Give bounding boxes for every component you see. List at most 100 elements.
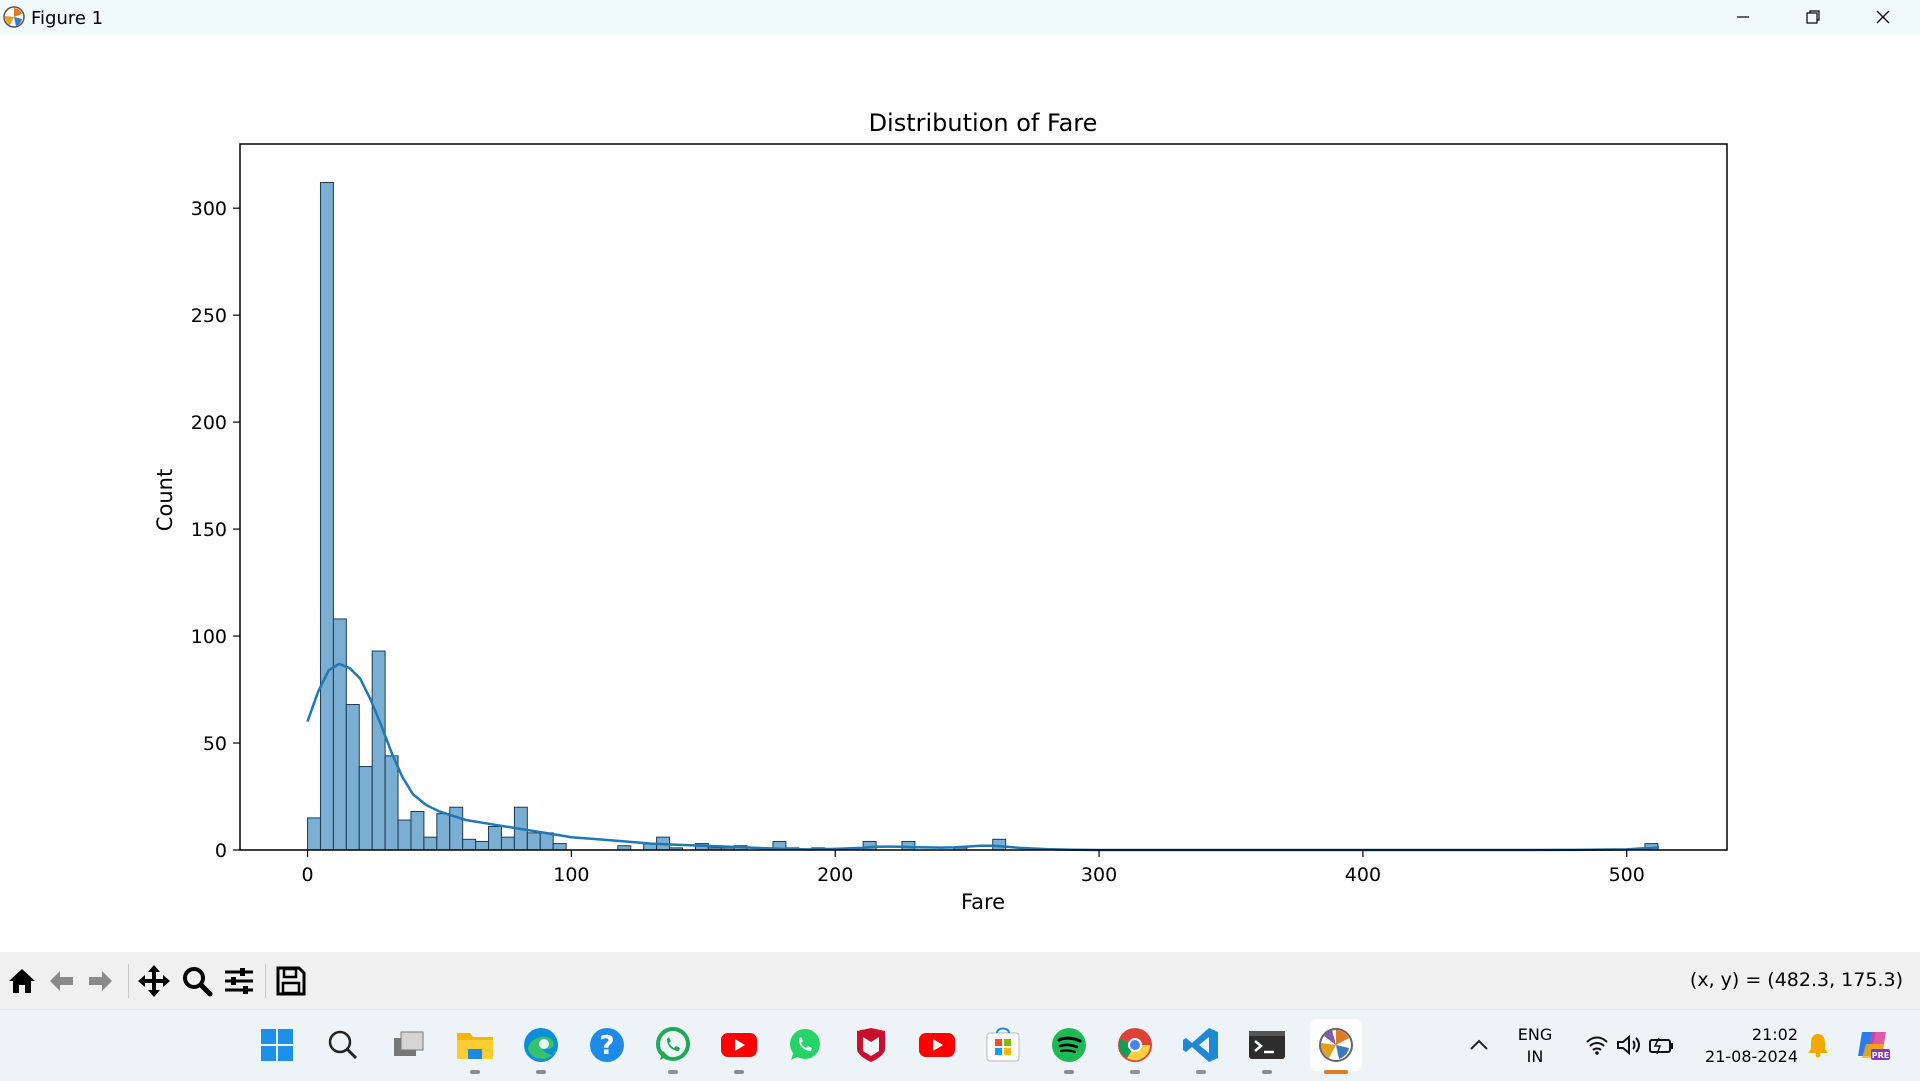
copilot-button[interactable]: PRE [1850, 1022, 1896, 1068]
histogram-bar [397, 819, 412, 851]
vscode-icon [1183, 1028, 1218, 1062]
window-titlebar: Figure 1 [0, 0, 1920, 34]
figure-canvas[interactable]: Distribution of Fare Fare Count 0 100 200 3… [0, 34, 1920, 952]
zoom-button[interactable] [178, 962, 216, 1000]
bell-icon [1808, 1034, 1828, 1058]
edge-button[interactable] [518, 1022, 564, 1074]
youtube-icon [721, 1033, 757, 1057]
y-axis-label: Count [153, 469, 177, 531]
configure-subplots-icon [225, 968, 253, 994]
clock[interactable]: 21:02 21-08-2024 [1696, 1024, 1798, 1068]
file-explorer-button[interactable] [452, 1022, 498, 1074]
edge-icon [524, 1028, 558, 1062]
histogram-bar [384, 755, 399, 851]
taskbar-search-button[interactable] [320, 1022, 366, 1068]
x-axis-ticks: 0 100 200 300 400 500 [301, 850, 1645, 886]
vscode-button[interactable] [1178, 1022, 1224, 1074]
histogram-bar [423, 836, 438, 851]
histogram-bar [371, 650, 386, 851]
windows-start-icon [261, 1029, 293, 1061]
configure-subplots-button[interactable] [220, 962, 258, 1000]
close-icon [1876, 10, 1890, 24]
forward-arrow-icon [89, 971, 112, 991]
y-tick-label: 100 [191, 626, 227, 648]
histogram-bar [475, 840, 490, 851]
pan-button[interactable] [135, 962, 173, 1000]
histogram-bar [526, 832, 541, 851]
file-explorer-icon [457, 1033, 493, 1059]
axes-frame [239, 143, 1728, 851]
task-view-button[interactable] [386, 1022, 432, 1068]
mcafee-button[interactable] [848, 1022, 894, 1068]
running-indicator [1064, 1070, 1074, 1074]
window-title: Figure 1 [31, 8, 104, 29]
close-button[interactable] [1848, 0, 1918, 34]
restore-button[interactable] [1778, 0, 1848, 34]
histogram-bar [307, 817, 321, 851]
back-button[interactable] [42, 962, 80, 1000]
youtube-button[interactable] [716, 1022, 762, 1074]
running-indicator [1130, 1070, 1140, 1074]
histogram-bar [552, 843, 567, 851]
x-tick-label: 400 [1345, 864, 1381, 886]
terminal-button[interactable] [1244, 1022, 1290, 1074]
y-tick-label: 200 [191, 412, 227, 434]
chrome-button[interactable] [1112, 1022, 1158, 1074]
whatsapp-button[interactable] [650, 1022, 696, 1074]
save-button[interactable] [272, 962, 310, 1000]
home-button[interactable] [3, 962, 41, 1000]
region-label: IN [1526, 1047, 1544, 1066]
x-tick-label: 0 [301, 864, 313, 886]
x-tick-label: 500 [1609, 864, 1645, 886]
toolbar-separator [128, 964, 129, 998]
zoom-icon [183, 967, 213, 997]
show-hidden-icons-button[interactable] [1456, 1022, 1502, 1068]
network-sound-battery-button[interactable] [1580, 1022, 1680, 1068]
x-tick-label: 200 [817, 864, 853, 886]
youtube-app-button[interactable] [914, 1022, 960, 1068]
chevron-up-icon [1470, 1039, 1488, 1050]
copilot-icon: PRE [1858, 1032, 1890, 1060]
running-indicator [470, 1070, 480, 1074]
histogram-chart: Distribution of Fare Fare Count 0 100 200 3… [153, 109, 1728, 914]
spotify-button[interactable] [1046, 1022, 1092, 1074]
microsoft-store-button[interactable] [980, 1022, 1026, 1068]
toolbar-separator [265, 964, 266, 998]
y-tick-label: 0 [215, 840, 227, 862]
help-icon: ? [590, 1028, 624, 1062]
svg-text:?: ? [599, 1031, 614, 1061]
battery-icon [1649, 1037, 1673, 1055]
search-icon [328, 1030, 358, 1060]
whatsapp-icon [790, 1029, 820, 1060]
histogram-bar [449, 806, 464, 851]
y-axis-ticks: 0 50 100 150 200 250 300 [191, 198, 240, 862]
pan-icon [138, 965, 170, 997]
windows-taskbar: ? ENG IN [0, 1009, 1920, 1081]
active-indicator [1324, 1070, 1348, 1074]
restore-icon [1806, 10, 1820, 24]
histogram-bar [358, 766, 373, 851]
terminal-icon [1249, 1031, 1285, 1059]
forward-button[interactable] [82, 962, 120, 1000]
notifications-button[interactable] [1796, 1022, 1840, 1068]
histogram-bar [345, 704, 360, 851]
language-indicator[interactable]: ENG IN [1512, 1024, 1558, 1068]
histogram-bar [488, 825, 502, 851]
matplotlib-figure-button[interactable] [1310, 1019, 1362, 1074]
kde-curve-layer [306, 662, 1660, 852]
whatsapp-web-button[interactable] [782, 1022, 828, 1068]
histogram-bar [332, 618, 347, 851]
running-indicator [1262, 1070, 1272, 1074]
chart-title: Distribution of Fare [869, 109, 1098, 137]
start-button[interactable] [254, 1022, 300, 1068]
clock-time: 21:02 [1751, 1025, 1798, 1044]
save-icon [276, 966, 306, 996]
help-button[interactable]: ? [584, 1022, 630, 1068]
mcafee-icon [857, 1028, 885, 1062]
cursor-coordinates: (x, y) = (482.3, 175.3) [1689, 969, 1903, 991]
histogram-bars [307, 182, 1659, 851]
histogram-bar [319, 182, 334, 851]
running-indicator [668, 1070, 678, 1074]
wifi-icon [1586, 1036, 1608, 1055]
minimize-button[interactable] [1708, 0, 1778, 34]
